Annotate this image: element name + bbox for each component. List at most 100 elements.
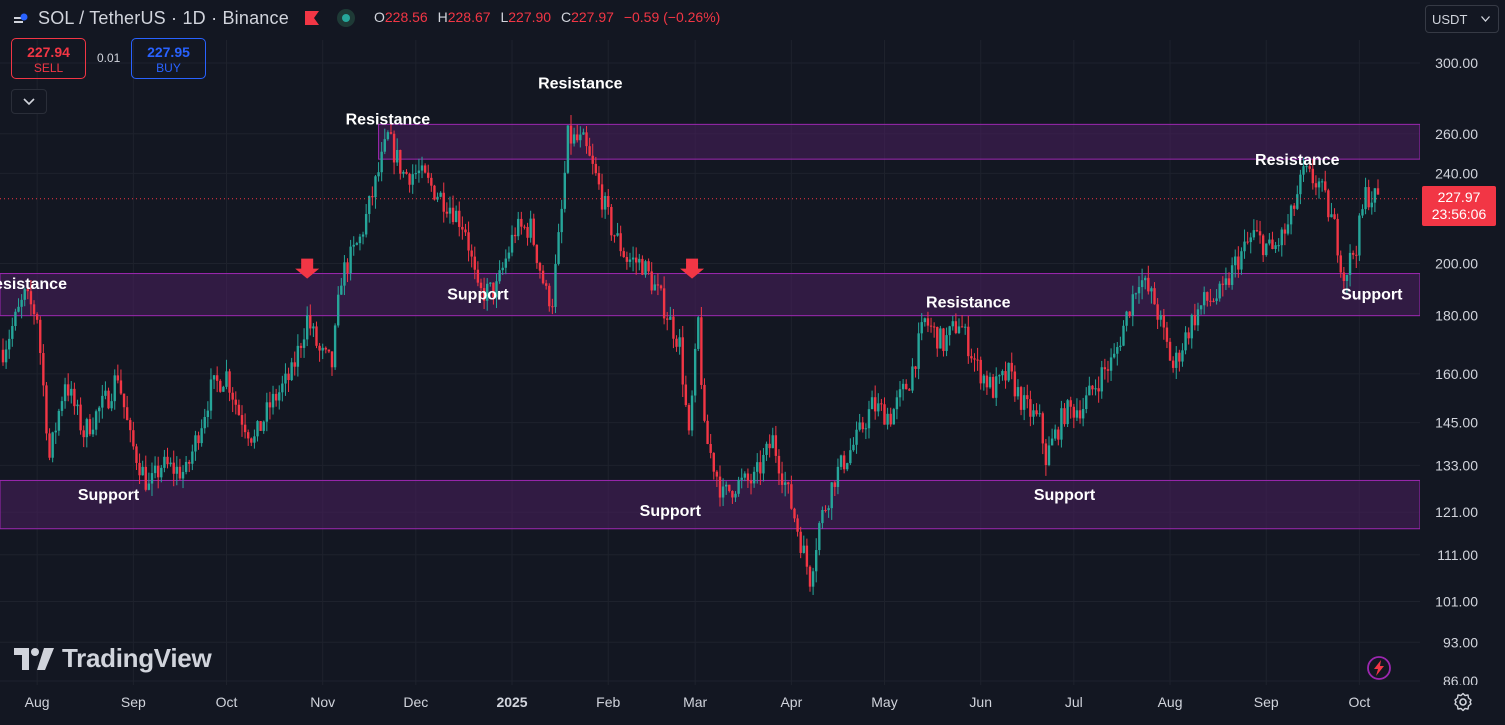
candle <box>48 428 51 461</box>
candle-body <box>1351 252 1355 255</box>
open-value: 228.56 <box>384 9 428 25</box>
candle <box>274 388 278 407</box>
candle <box>718 465 722 507</box>
candle <box>1035 403 1038 417</box>
candle <box>1088 376 1091 396</box>
candle <box>337 286 340 328</box>
candle-body <box>991 376 995 398</box>
candle-body <box>998 375 1001 377</box>
annotations-layer: Resistance Support Resistance Support Resist… <box>0 75 1403 520</box>
candle-body <box>1153 288 1156 305</box>
close-label: C <box>560 9 572 25</box>
candle-body <box>48 433 51 458</box>
candle-body <box>693 348 697 396</box>
candle-body <box>1187 332 1190 339</box>
time-axis[interactable]: Aug Sep Oct Nov Dec 2025 Feb Mar Apr May Jun Jul Aug… <box>0 685 1505 725</box>
candle <box>576 124 579 143</box>
candle-body <box>498 270 501 282</box>
candle-body <box>1131 294 1134 316</box>
candle-body <box>374 176 377 198</box>
candle <box>1296 185 1299 211</box>
candle <box>765 441 768 461</box>
candle-body <box>538 262 542 271</box>
candle-body <box>1333 214 1336 219</box>
gear-icon[interactable] <box>1453 692 1473 712</box>
time-tick-label: Feb <box>596 694 620 710</box>
candle <box>29 280 33 316</box>
candle <box>849 438 852 466</box>
candle <box>405 169 408 175</box>
candle <box>948 325 951 346</box>
candle <box>554 254 557 314</box>
candle <box>439 191 442 198</box>
candle-body <box>414 173 418 175</box>
spread-value: 0.01 <box>97 51 121 65</box>
candle-body <box>759 462 762 474</box>
candle <box>113 369 116 410</box>
candle-body <box>355 243 359 245</box>
candle <box>1212 298 1215 303</box>
market-status-icon[interactable] <box>336 9 355 27</box>
buy-button[interactable]: 227.95 BUY <box>131 38 206 79</box>
candle <box>178 458 182 481</box>
candle <box>358 233 362 251</box>
candle <box>66 373 70 402</box>
candle <box>1355 245 1358 268</box>
candle-body <box>768 443 771 449</box>
bolt-icon[interactable] <box>1365 654 1393 682</box>
candle-body <box>197 435 200 444</box>
candle <box>1156 298 1159 330</box>
candle <box>1234 249 1237 278</box>
candle-body <box>1116 347 1119 354</box>
currency-select[interactable]: USDT <box>1425 5 1499 33</box>
flag-icon[interactable] <box>304 11 319 25</box>
candle <box>119 369 123 396</box>
candle <box>107 387 110 410</box>
time-tick-label: Aug <box>1158 694 1183 710</box>
candle-body <box>799 531 802 553</box>
tradingview-logo[interactable]: TradingView <box>14 643 212 674</box>
candle <box>144 455 147 492</box>
candle-body <box>287 373 290 381</box>
candle-body <box>11 326 14 339</box>
candle-body <box>659 285 663 289</box>
candle <box>1240 247 1243 275</box>
price-axis[interactable]: 86.0093.00101.00111.00121.00133.00145.00… <box>1420 0 1505 725</box>
candle-body <box>129 420 132 431</box>
candle <box>256 420 259 442</box>
candle <box>423 163 427 174</box>
candle-body <box>504 258 508 268</box>
candle <box>94 409 98 436</box>
candle <box>734 491 737 502</box>
candle-body <box>4 349 8 363</box>
candle-body <box>1184 332 1187 351</box>
candle-body <box>312 326 315 329</box>
candle-body <box>721 486 725 498</box>
sell-button[interactable]: 227.94 SELL <box>11 38 86 79</box>
candle-body <box>957 326 961 334</box>
candle <box>51 431 54 463</box>
candle <box>898 381 902 407</box>
chart-menu-icon[interactable] <box>14 12 28 24</box>
candle-body <box>327 349 331 352</box>
candle <box>1206 291 1209 307</box>
candle-body <box>1376 188 1380 195</box>
zone-2 <box>0 273 1421 317</box>
candle <box>715 470 719 488</box>
candle-body <box>1140 280 1144 288</box>
candle-body <box>1218 283 1221 299</box>
symbol-title[interactable]: SOL / TetherUS · 1D · Binance <box>38 7 289 28</box>
candle <box>309 304 312 336</box>
candle-body <box>141 466 144 476</box>
candle <box>299 342 303 358</box>
candle <box>1091 385 1094 396</box>
candle <box>942 327 945 357</box>
candle-body <box>603 196 607 210</box>
candle-body <box>1227 278 1231 285</box>
candle <box>485 278 489 311</box>
candle-body <box>442 192 445 212</box>
collapse-legend-button[interactable] <box>11 89 47 114</box>
candle <box>1184 326 1187 355</box>
time-tick-label: Oct <box>216 694 238 710</box>
